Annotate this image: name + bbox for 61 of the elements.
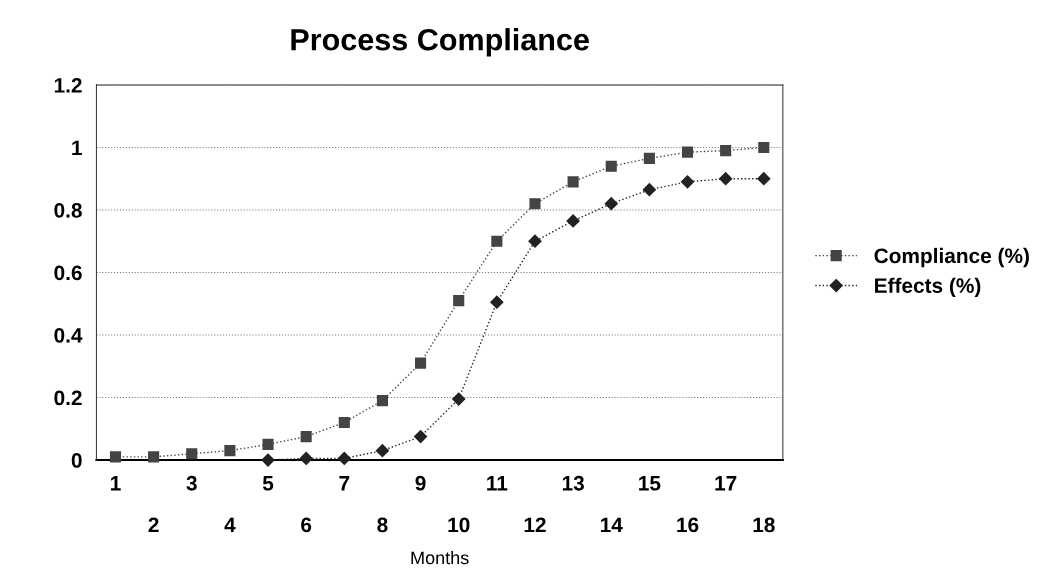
point	[413, 429, 428, 444]
point	[719, 172, 733, 186]
x-tick-label: 17	[715, 476, 737, 491]
point	[262, 438, 274, 450]
point	[605, 160, 617, 172]
y-tick-label: 0.2	[54, 390, 82, 406]
point	[720, 145, 732, 157]
point	[567, 176, 579, 188]
point	[453, 295, 465, 307]
point	[643, 152, 655, 164]
point	[376, 395, 388, 407]
point	[566, 214, 580, 228]
x-tick-label: 1	[111, 476, 121, 491]
x-tick-label: 18	[753, 517, 775, 533]
point	[109, 451, 122, 463]
x-tick-label: 9	[415, 475, 426, 491]
point	[337, 451, 351, 466]
point	[491, 235, 503, 247]
point	[680, 175, 695, 189]
point	[224, 445, 236, 457]
x-tick-label: 4	[224, 517, 236, 533]
point	[490, 295, 504, 309]
point	[375, 444, 390, 458]
x-tick-label: 11	[487, 476, 508, 491]
x-tick-label: 2	[148, 517, 159, 533]
x-tick-label: 13	[562, 475, 584, 491]
point	[148, 451, 160, 463]
point	[415, 357, 427, 369]
point	[757, 172, 771, 186]
chart-title: Process Compliance	[291, 28, 589, 57]
point	[681, 146, 694, 158]
y-tick-label: 1.2	[54, 77, 82, 93]
x-tick-label: 7	[339, 476, 350, 491]
point	[186, 448, 198, 460]
point	[452, 392, 466, 406]
y-tick-label: 0.6	[54, 265, 82, 281]
legend-label: Compliance (%)	[874, 247, 1029, 268]
x-tick-label: 10	[448, 517, 470, 533]
x-tick-label: 14	[600, 517, 623, 533]
x-tick-label: 15	[639, 476, 661, 491]
x-axis-title: Months	[411, 550, 469, 565]
y-tick-label: 1	[72, 140, 82, 156]
point	[261, 453, 275, 467]
point	[528, 234, 542, 248]
x-tick-label: 16	[677, 517, 699, 533]
point	[338, 416, 350, 429]
x-tick-label: 8	[377, 517, 388, 533]
point	[758, 141, 770, 154]
point	[604, 197, 618, 211]
point	[642, 183, 656, 197]
y-tick-label: 0	[71, 453, 82, 468]
point	[300, 431, 312, 443]
point	[299, 451, 313, 466]
y-tick-label: 0.8	[54, 202, 82, 218]
legend-label: Effects (%)	[875, 277, 981, 298]
x-tick-label: 6	[301, 517, 312, 533]
x-tick-label: 5	[262, 476, 274, 491]
y-tick-label: 0.4	[54, 328, 83, 343]
x-tick-label: 12	[524, 517, 546, 533]
point	[529, 198, 541, 210]
x-tick-label: 3	[186, 475, 197, 491]
